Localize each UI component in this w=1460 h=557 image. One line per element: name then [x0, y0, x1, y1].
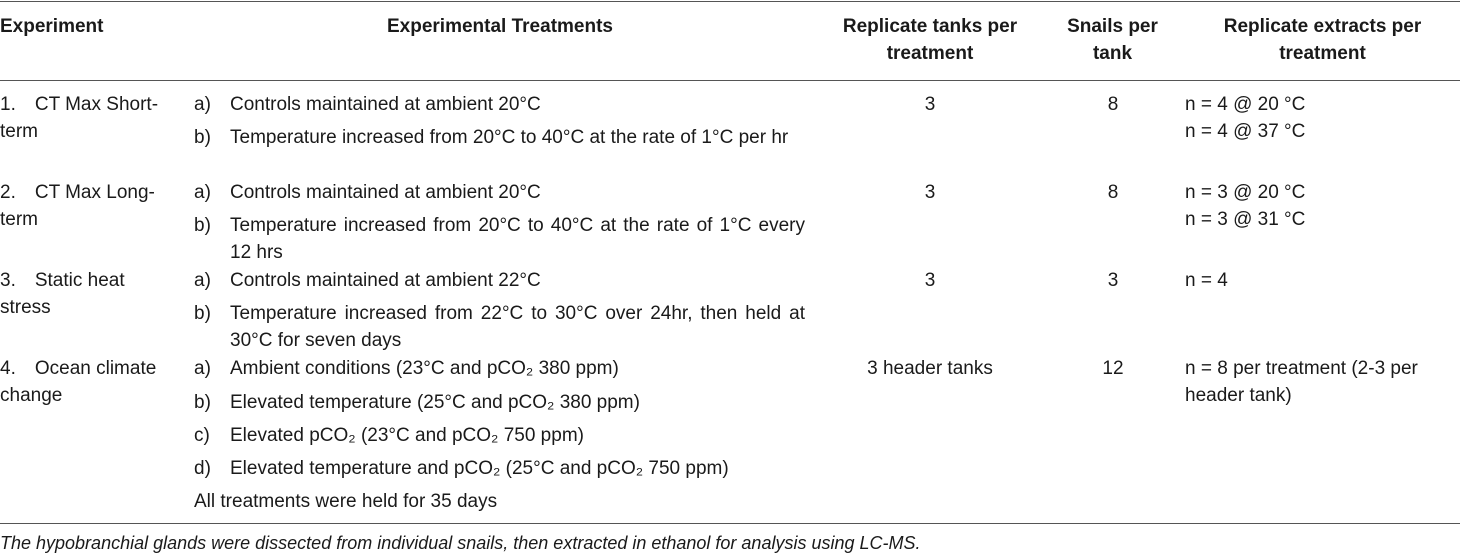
row-4-treatment-d-text: Elevated temperature and pCO₂ (25°C and …	[230, 458, 729, 479]
row-4-treatment-c-label: c)	[194, 425, 210, 446]
row-1-treatment-a-text: Controls maintained at ambient 20°C	[230, 94, 541, 115]
row-1-treatment-b-label: b)	[194, 127, 211, 148]
row-2-extracts-1: n = 3 @ 20 °C	[1185, 182, 1306, 203]
header-extracts: Replicate extracts per treatment	[1223, 16, 1422, 64]
table-bottom-rule	[0, 523, 1460, 524]
row-3-treatment-b-text: Temperature increased from 22°C to 30°C …	[230, 303, 805, 351]
header-treatments: Experimental Treatments	[387, 16, 613, 37]
row-3-treatment-b-label: b)	[194, 303, 211, 324]
row-4-treatment-d-label: d)	[194, 458, 211, 479]
table-top-rule	[0, 1, 1460, 2]
row-2-treatment-a-label: a)	[194, 182, 211, 203]
row-4-treatment-a-text: Ambient conditions (23°C and pCO₂ 380 pp…	[230, 358, 619, 379]
row-4-extracts-1: n = 8 per treatment (2-3 per header tank…	[1185, 358, 1418, 406]
row-4-treatment-b-text: Elevated temperature (25°C and pCO₂ 380 …	[230, 392, 640, 413]
row-2-treatment-b-text: Temperature increased from 20°C to 40°C …	[230, 215, 805, 263]
row-1-snails: 8	[1107, 94, 1119, 115]
row-2-extracts-2: n = 3 @ 31 °C	[1185, 209, 1306, 230]
row-3-experiment: 3. Static heat stress	[0, 270, 125, 318]
header-experiment: Experiment	[0, 16, 104, 37]
row-1-treatment-a-label: a)	[194, 94, 211, 115]
header-tanks: Replicate tanks per treatment	[842, 16, 1018, 64]
row-4-snails: 12	[1102, 358, 1124, 379]
row-1-extracts-2: n = 4 @ 37 °C	[1185, 121, 1306, 142]
row-4-treatment-c-text: Elevated pCO₂ (23°C and pCO₂ 750 ppm)	[230, 425, 584, 446]
row-3-snails: 3	[1107, 270, 1119, 291]
header-snails: Snails per tank	[1067, 16, 1158, 64]
row-3-treatment-a-label: a)	[194, 270, 211, 291]
table-header-rule	[0, 80, 1460, 81]
table-footnote: The hypobranchial glands were dissected …	[0, 533, 921, 553]
row-4-treatment-b-label: b)	[194, 392, 211, 413]
row-2-snails: 8	[1107, 182, 1119, 203]
row-2-tanks: 3	[924, 182, 936, 203]
row-3-extracts-1: n = 4	[1185, 270, 1228, 291]
row-1-extracts-1: n = 4 @ 20 °C	[1185, 94, 1306, 115]
row-4-treatments-note: All treatments were held for 35 days	[194, 491, 498, 512]
row-4-tanks: 3 header tanks	[867, 358, 993, 379]
row-2-treatment-b-label: b)	[194, 215, 211, 236]
row-2-treatment-a-text: Controls maintained at ambient 20°C	[230, 182, 541, 203]
row-3-treatment-a-text: Controls maintained at ambient 22°C	[230, 270, 541, 291]
row-1-experiment: 1. CT Max Short-term	[0, 94, 159, 142]
row-4-experiment: 4. Ocean climate change	[0, 358, 157, 406]
row-3-tanks: 3	[924, 270, 936, 291]
row-2-experiment: 2. CT Max Long-term	[0, 182, 155, 230]
row-1-treatment-b-text: Temperature increased from 20°C to 40°C …	[230, 127, 789, 148]
row-1-tanks: 3	[924, 94, 936, 115]
row-4-treatment-a-label: a)	[194, 358, 211, 379]
